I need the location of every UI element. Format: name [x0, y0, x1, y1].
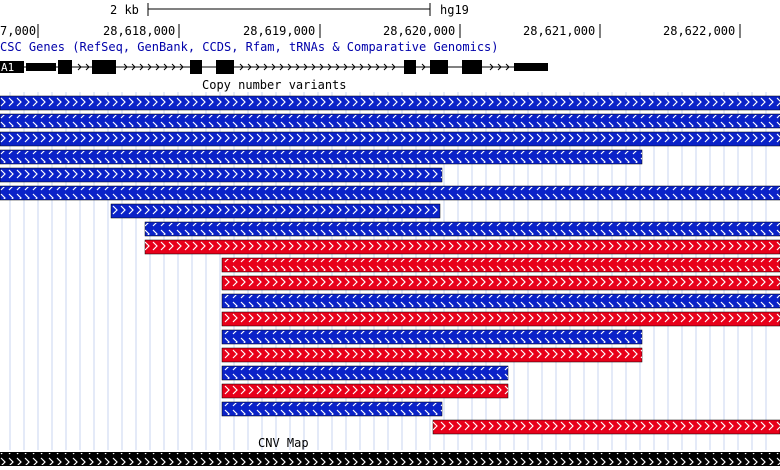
- cnv-item-bar[interactable]: [221, 329, 643, 345]
- cnv-item-bar[interactable]: [0, 131, 780, 147]
- cnv-item-bar[interactable]: [144, 239, 780, 255]
- scale-bar: 2 kb hg19: [110, 3, 469, 17]
- gene-label-box: [0, 61, 24, 73]
- cnv-item-bar[interactable]: [221, 347, 643, 363]
- cnv-track-title: Copy number variants: [202, 78, 347, 92]
- cnv-item-bar[interactable]: [0, 149, 643, 165]
- cnv-item-bar[interactable]: [221, 257, 780, 273]
- cnv-item-bar[interactable]: [0, 167, 443, 183]
- cnv-item-bar[interactable]: [221, 311, 780, 327]
- cnv-item-bar[interactable]: [221, 401, 443, 417]
- base-position-ruler: 7,000 28,618,000 28,619,000 28,620,000 2…: [0, 24, 741, 38]
- cnv-map-bar[interactable]: [0, 452, 780, 466]
- cnv-item-bar[interactable]: [432, 419, 780, 435]
- ruler-tick-label: 28,618,000: [103, 24, 175, 38]
- gene-model[interactable]: A1: [0, 60, 548, 74]
- gene-label: A1: [1, 61, 14, 74]
- ruler-tick-label: 28,622,000: [663, 24, 735, 38]
- cnv-track-items[interactable]: [0, 95, 780, 435]
- cnv-item-bar[interactable]: [221, 293, 780, 309]
- cnv-item-bar[interactable]: [221, 383, 509, 399]
- cnv-item-bar[interactable]: [221, 275, 780, 291]
- cnv-item-bar[interactable]: [110, 203, 441, 219]
- ruler-tick-label: 28,621,000: [523, 24, 595, 38]
- assembly-label: hg19: [440, 3, 469, 17]
- cnv-map-track-title: CNV Map: [258, 436, 309, 450]
- scale-bar-label: 2 kb: [110, 3, 139, 17]
- cnv-item-bar[interactable]: [0, 95, 780, 111]
- cnv-item-bar[interactable]: [144, 221, 780, 237]
- cnv-item-bar[interactable]: [221, 365, 509, 381]
- cnv-item-bar[interactable]: [0, 113, 780, 129]
- cnv-item-bar[interactable]: [0, 185, 780, 201]
- ruler-tick-label: 28,620,000: [383, 24, 455, 38]
- genes-track-title: CSC Genes (RefSeq, GenBank, CCDS, Rfam, …: [0, 40, 499, 54]
- ruler-tick-label: 28,619,000: [243, 24, 315, 38]
- ruler-tick-label: 7,000: [0, 24, 36, 38]
